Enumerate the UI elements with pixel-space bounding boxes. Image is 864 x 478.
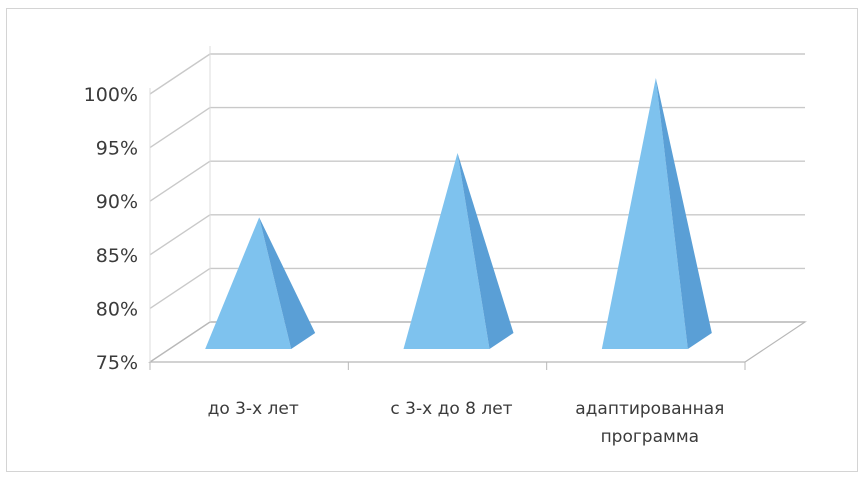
y-tick-label: 100%	[84, 84, 138, 106]
y-tick-label: 95%	[96, 138, 138, 160]
pyramid-bar	[205, 217, 292, 349]
axis-layer	[148, 46, 807, 370]
gridline	[149, 53, 805, 95]
pyramid-bar	[601, 78, 688, 349]
label-layer: 75% 80% 85% 90% 95% 100% до 3-х лет с 3-х до 8 …	[84, 84, 725, 447]
x-category-label: адаптированная	[575, 399, 724, 419]
pyramid-bar-side	[259, 217, 316, 349]
x-category-label: программа	[601, 427, 700, 447]
pyramid-bar-side	[655, 78, 712, 349]
gridline	[149, 160, 805, 202]
chart-frame	[6, 8, 858, 472]
pyramid-bar-side	[457, 153, 514, 349]
x-category-label: до 3-х лет	[208, 399, 299, 419]
x-category-label: с 3-х до 8 лет	[390, 399, 512, 419]
pyramid-bar	[403, 153, 490, 349]
y-tick-label: 85%	[96, 245, 138, 267]
bar-layer	[205, 78, 712, 349]
y-tick-label: 75%	[96, 352, 138, 374]
y-tick-label: 80%	[96, 298, 138, 320]
y-tick-label: 90%	[96, 191, 138, 213]
gridline	[149, 106, 805, 149]
